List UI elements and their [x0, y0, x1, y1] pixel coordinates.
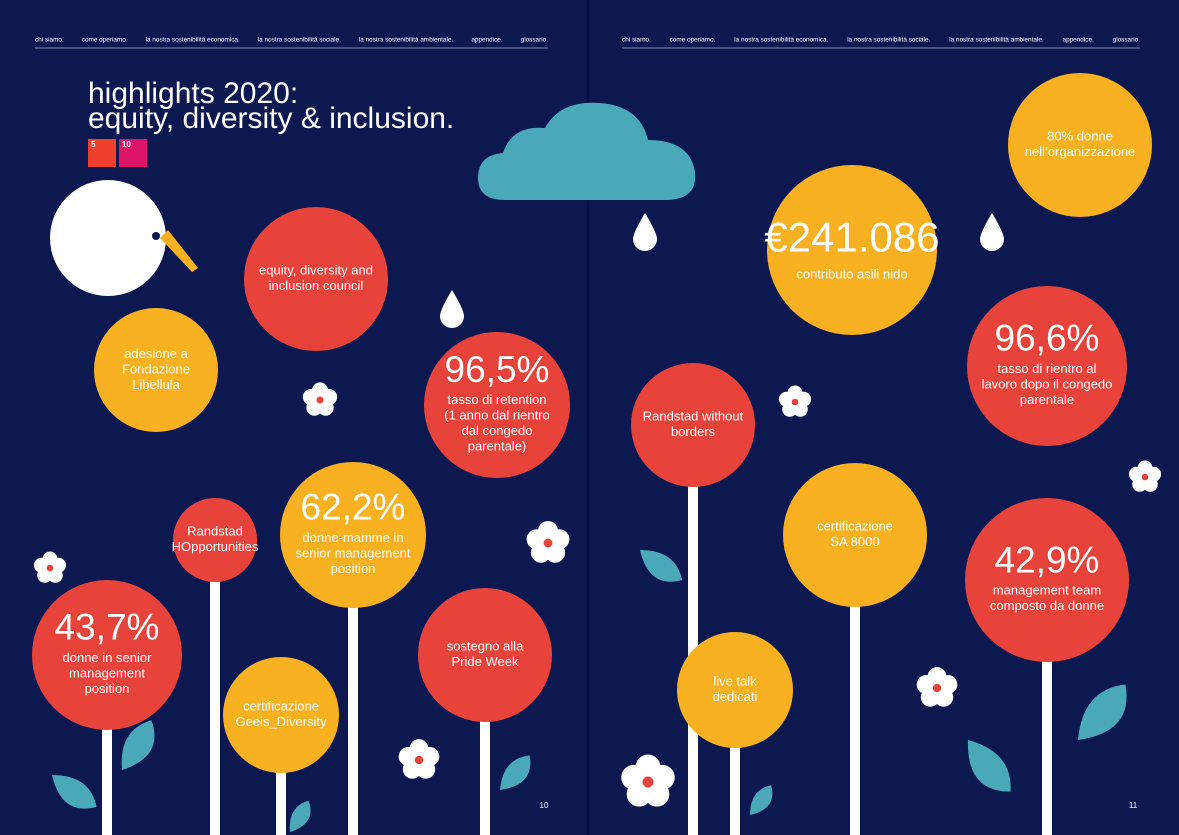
flower-petal	[303, 389, 319, 405]
nav-link[interactable]: chi siamo.	[35, 37, 64, 44]
highlight-text: live talk	[713, 674, 757, 689]
nav-link[interactable]: appendice.	[1063, 37, 1094, 44]
flower-center	[415, 756, 423, 764]
title: equity, diversity & inclusion.	[88, 102, 454, 135]
page-number: 10	[540, 801, 549, 810]
page-number: 11	[1129, 801, 1138, 810]
highlight-figure: 43,7%	[55, 607, 160, 648]
nav-link[interactable]: la nostra sostenibilità sociale.	[847, 37, 930, 44]
flower-center	[1142, 474, 1149, 481]
highlight-text: Randstad without	[643, 409, 744, 424]
flower-center	[316, 396, 323, 403]
highlight-text: senior management	[296, 545, 411, 560]
highlight-text: certificazione	[243, 699, 319, 714]
flower-petal	[621, 765, 646, 790]
highlight-text: Fondazione	[122, 361, 190, 376]
flower-center	[47, 565, 54, 572]
nav-link[interactable]: la nostra sostenibilità ambientale.	[359, 37, 454, 44]
highlight-text: lavoro dopo il congedo	[982, 376, 1113, 391]
highlight-text: Libellula	[132, 377, 180, 392]
highlight-text: adesione a	[124, 346, 188, 361]
nav-link[interactable]: la nostra sostenibilità economica.	[146, 37, 240, 44]
highlight-text: nell’organizzazione	[1025, 144, 1136, 159]
nav-link[interactable]: glossario.	[1113, 37, 1141, 44]
highlight-text: 80% donne	[1047, 129, 1113, 144]
nav-link[interactable]: la nostra sostenibilità economica.	[734, 37, 828, 44]
highlight-figure: €241.086	[764, 213, 939, 260]
flower-petal	[1129, 467, 1144, 482]
highlight-figure: 62,2%	[301, 487, 406, 528]
highlight-text: dedicati	[713, 689, 758, 704]
highlight-text: parentale)	[468, 439, 527, 454]
flower-petal	[399, 747, 418, 766]
nav-link[interactable]: la nostra sostenibilità ambientale.	[949, 37, 1044, 44]
highlight-text: composto da donne	[990, 598, 1104, 613]
highlight-text: sostegno alla	[447, 639, 524, 654]
highlight-text: SA 8000	[830, 534, 879, 549]
flower-center	[792, 399, 799, 406]
highlight-figure: 96,5%	[445, 349, 550, 390]
highlight-text: donne in senior	[63, 650, 153, 665]
sdg-number: 5	[91, 140, 96, 149]
highlight-text: certificazione	[817, 519, 893, 534]
flower-petal	[34, 558, 49, 573]
highlight-text: Pride Week	[452, 654, 519, 669]
bird-eye	[152, 232, 160, 240]
stem	[210, 540, 220, 835]
spread: chi siamo. come operiamo. la nostra sosten…	[0, 0, 1179, 835]
highlight-text: Geeis_Diversity	[235, 714, 327, 729]
highlight-text: tasso di retention	[447, 392, 546, 407]
nav-link[interactable]: chi siamo.	[622, 37, 651, 44]
highlight-text: inclusion council	[269, 278, 364, 293]
highlight-text: equity, diversity and	[259, 263, 373, 278]
sdg-number: 10	[122, 140, 131, 149]
flower-center	[544, 539, 553, 548]
highlight-text: Randstad	[187, 524, 243, 539]
highlight-figure: 42,9%	[995, 539, 1100, 580]
highlight-text: management team	[993, 583, 1101, 598]
nav-link[interactable]: come operiamo.	[82, 37, 128, 44]
highlight-text: (1 anno dal rientro	[444, 408, 550, 423]
highlight-text: borders	[671, 424, 716, 439]
flower-petal	[917, 675, 936, 694]
highlight-text: position	[85, 681, 130, 696]
flower-petal	[779, 392, 794, 407]
bird	[50, 180, 166, 296]
nav-link[interactable]: glossario.	[521, 37, 549, 44]
highlight-text: management	[69, 665, 145, 680]
highlight-text: dal congedo	[462, 423, 533, 438]
flower-petal	[527, 529, 547, 549]
nav-link[interactable]: la nostra sostenibilità sociale.	[258, 37, 341, 44]
flower-center	[933, 684, 941, 692]
highlight-text: contributo asili nido	[796, 266, 907, 281]
nav-link[interactable]: appendice.	[471, 37, 502, 44]
flower-center	[643, 777, 654, 788]
highlight-text: HOpportunities	[172, 539, 259, 554]
highlight-figure: 96,6%	[995, 318, 1100, 359]
highlight-text: parentale	[1020, 392, 1074, 407]
highlight-text: donne-mamme in	[302, 530, 403, 545]
nav-link[interactable]: come operiamo.	[670, 37, 716, 44]
highlight-text: tasso di rientro al	[998, 361, 1097, 376]
highlight-text: position	[331, 561, 376, 576]
